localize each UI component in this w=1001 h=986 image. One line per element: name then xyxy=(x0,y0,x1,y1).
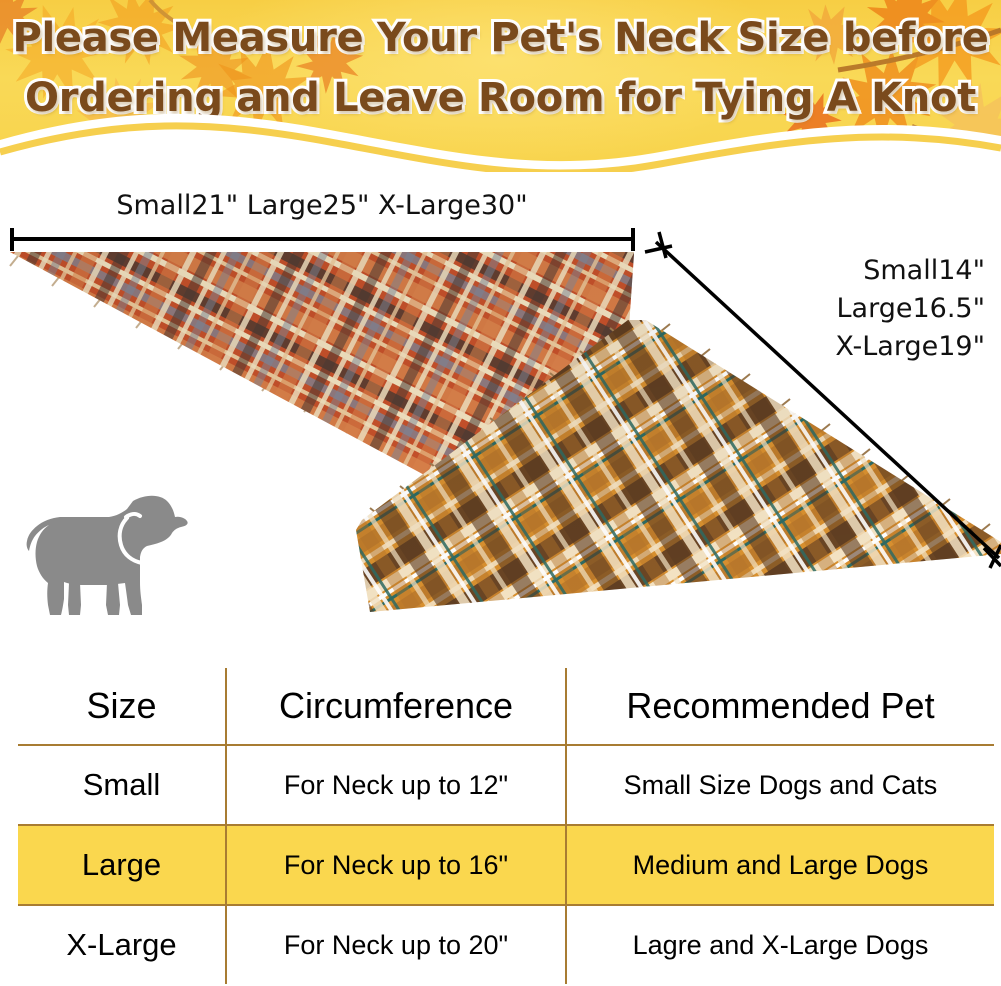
measuring-tape-icon xyxy=(117,511,159,567)
wave-divider xyxy=(0,113,1001,172)
cell-circumference-xlarge: For Neck up to 20" xyxy=(225,904,567,984)
cell-circumference-small: For Neck up to 12" xyxy=(225,744,567,826)
width-dimension-label: Small21" Large25" X-Large30" xyxy=(116,190,528,221)
gold-plaid-bandana xyxy=(356,320,1001,612)
cell-recommended-xlarge: Lagre and X-Large Dogs xyxy=(565,904,994,984)
dog-silhouette-with-measuring-tape xyxy=(26,495,188,615)
header-recommended-pet: Recommended Pet xyxy=(565,668,994,746)
cell-recommended-small: Small Size Dogs and Cats xyxy=(565,744,994,826)
cell-size-large: Large xyxy=(18,824,227,906)
dog-body-shape xyxy=(26,495,188,615)
cell-recommended-large: Medium and Large Dogs xyxy=(565,824,994,906)
header-size: Size xyxy=(18,668,227,746)
height-label-small: Small14" xyxy=(863,255,985,286)
cell-size-small: Small xyxy=(18,744,227,826)
table-header-row: Size Circumference Recommended Pet xyxy=(18,668,994,746)
table-row: X-Large For Neck up to 20" Lagre and X-L… xyxy=(18,904,994,984)
size-chart-table: Size Circumference Recommended Pet Small… xyxy=(16,666,996,986)
header-banner: Please Measure Your Pet's Neck Size befo… xyxy=(0,0,1001,172)
header-circumference: Circumference xyxy=(225,668,567,746)
table-row: Large For Neck up to 16" Medium and Larg… xyxy=(18,824,994,906)
table-row: Small For Neck up to 12" Small Size Dogs… xyxy=(18,744,994,826)
cell-circumference-large: For Neck up to 16" xyxy=(225,824,567,906)
cell-size-xlarge: X-Large xyxy=(18,904,227,984)
